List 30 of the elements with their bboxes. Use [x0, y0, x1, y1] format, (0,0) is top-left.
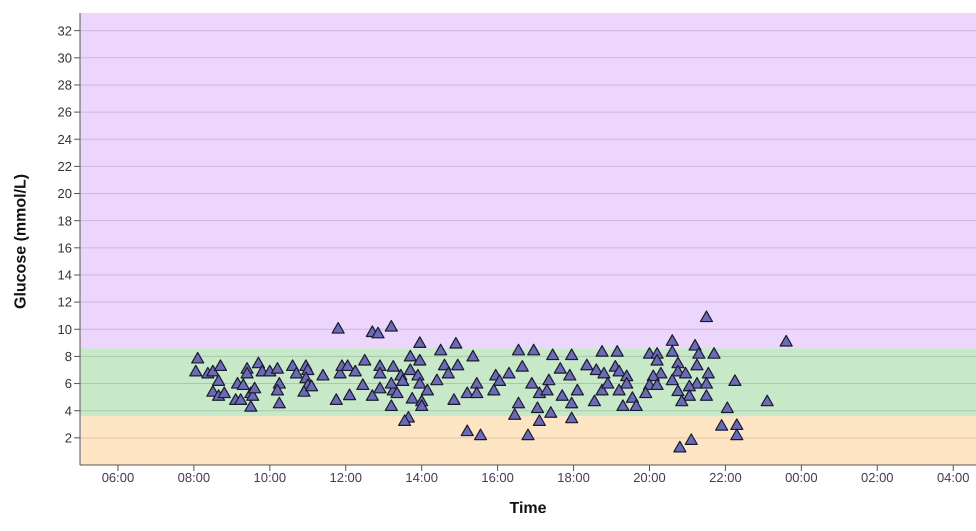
y-tick-label: 10	[58, 322, 72, 337]
x-tick-label: 20:00	[633, 470, 666, 486]
x-tick-label: 18:00	[557, 470, 590, 486]
y-tick-label: 4	[64, 403, 72, 418]
y-tick-label: 6	[64, 376, 72, 392]
x-tick-label: 16:00	[481, 470, 514, 486]
y-tick-label: 32	[58, 23, 72, 38]
x-tick-label: 04:00	[936, 470, 970, 486]
x-tick-label: 12:00	[329, 470, 362, 486]
x-tick-label: 00:00	[785, 470, 818, 486]
y-tick-label: 30	[58, 50, 72, 66]
x-tick-label: 06:00	[102, 470, 134, 486]
y-tick-label: 2	[64, 430, 72, 446]
y-tick-label: 28	[58, 78, 72, 93]
y-tick-label: 24	[58, 132, 72, 147]
y-tick-label: 14	[58, 268, 72, 283]
x-tick-label: 10:00	[254, 470, 286, 486]
x-tick-label: 08:00	[178, 470, 210, 486]
y-tick-label: 12	[58, 294, 72, 310]
y-tick-label: 18	[58, 213, 72, 228]
x-tick-label: 02:00	[861, 470, 894, 486]
x-tick-label: 14:00	[405, 470, 438, 486]
x-axis-title: Time	[509, 500, 547, 517]
y-tick-label: 16	[58, 240, 72, 256]
x-tick-label: 22:00	[709, 470, 742, 486]
y-tick-label: 8	[64, 349, 72, 364]
y-tick-label: 20	[58, 186, 72, 202]
y-tick-label: 26	[58, 104, 72, 120]
y-axis-title: Glucose (mmol/L)	[12, 174, 30, 309]
y-tick-label: 22	[58, 158, 72, 174]
